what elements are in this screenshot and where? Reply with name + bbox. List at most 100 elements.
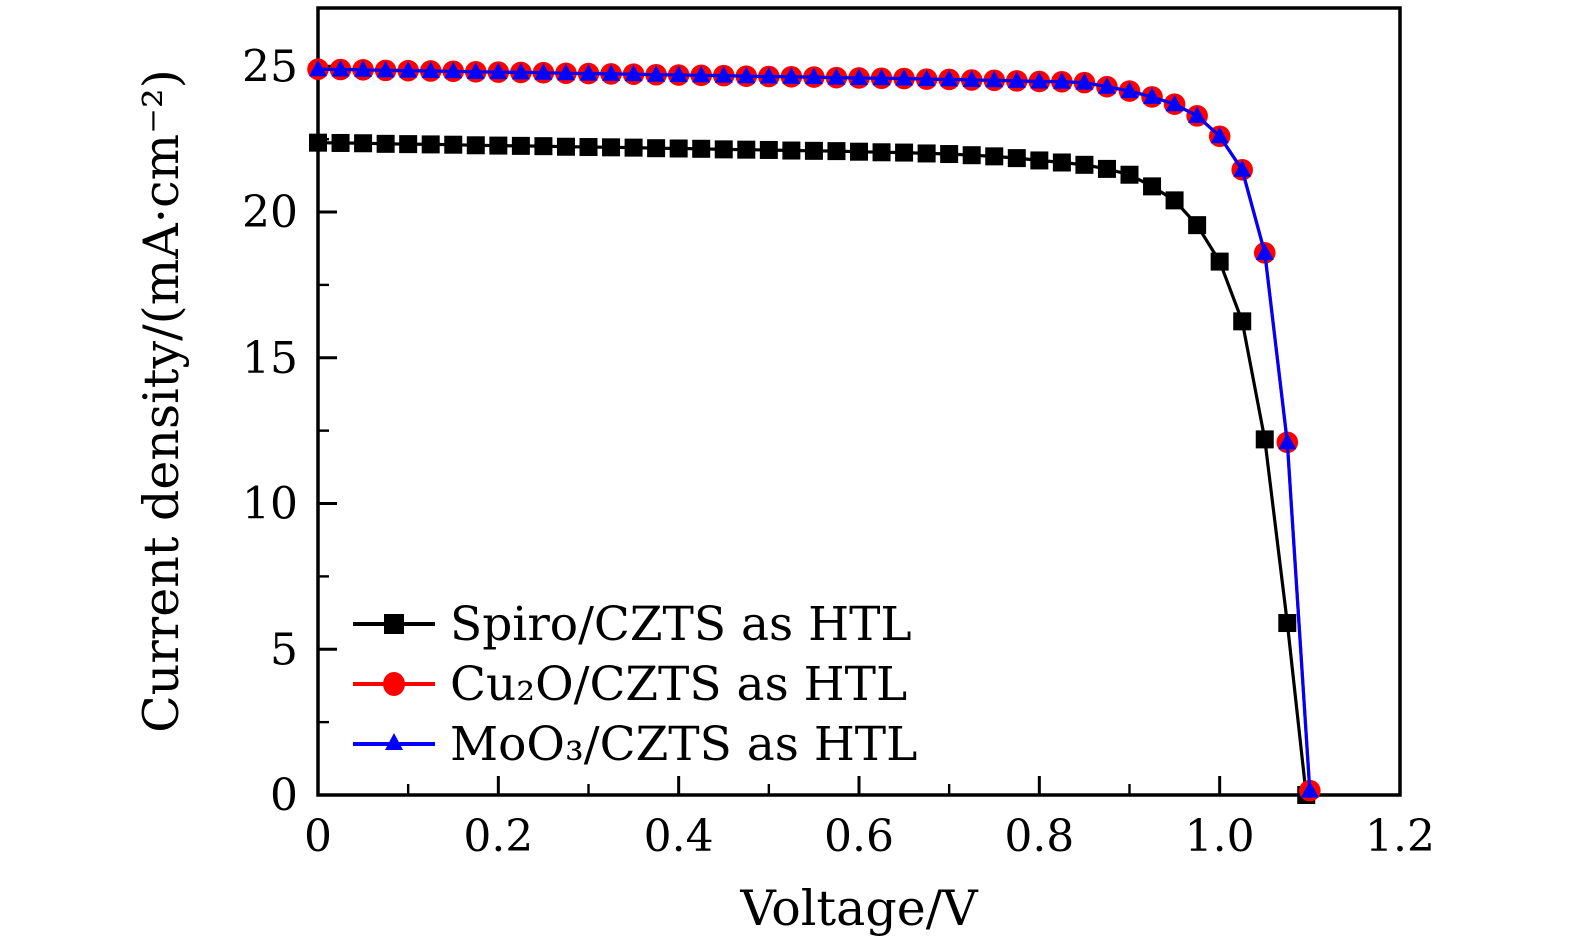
triangle-marker-icon xyxy=(556,63,575,81)
square-marker-icon xyxy=(827,142,846,161)
triangle-marker-icon xyxy=(1120,81,1139,99)
x-tick-label: 0.4 xyxy=(644,811,714,862)
square-marker-icon xyxy=(985,147,1004,166)
triangle-marker-icon xyxy=(534,63,553,80)
triangle-marker-icon xyxy=(827,68,846,85)
triangle-marker-icon xyxy=(1097,77,1116,94)
triangle-marker-icon xyxy=(872,68,891,86)
square-marker-icon xyxy=(940,145,959,164)
legend-square-marker-icon xyxy=(384,614,404,634)
triangle-marker-icon xyxy=(399,61,418,78)
series-layer xyxy=(307,58,1321,804)
x-tick-label: 1.2 xyxy=(1365,811,1435,862)
triangle-marker-icon xyxy=(309,59,327,77)
legend-label-moo3: MoO₃/CZTS as HTL xyxy=(450,716,918,772)
x-axis-title: Voltage/V xyxy=(739,880,979,937)
y-tick-label: 15 xyxy=(242,333,298,384)
legend-label-cu2o: Cu₂O/CZTS as HTL xyxy=(450,656,908,712)
square-marker-icon xyxy=(556,137,575,156)
square-marker-icon xyxy=(647,139,666,158)
triangle-marker-icon xyxy=(466,62,485,79)
x-tick-label: 0 xyxy=(304,811,332,862)
triangle-marker-icon xyxy=(737,66,756,84)
square-marker-icon xyxy=(737,140,756,159)
square-marker-icon xyxy=(1255,430,1274,449)
square-marker-icon xyxy=(1278,614,1297,633)
legend-item-spiro: Spiro/CZTS as HTL xyxy=(350,594,917,654)
triangle-marker-icon xyxy=(354,60,373,77)
triangle-marker-icon xyxy=(850,68,868,85)
square-marker-icon xyxy=(714,140,733,159)
legend: Spiro/CZTS as HTL Cu₂O/CZTS as HTL MoO₃/… xyxy=(350,594,917,774)
square-marker-icon xyxy=(489,136,508,155)
square-marker-icon xyxy=(421,135,440,154)
triangle-marker-icon xyxy=(1075,73,1094,90)
triangle-marker-icon xyxy=(1278,432,1297,450)
triangle-marker-icon xyxy=(1007,71,1026,88)
axes-layer xyxy=(316,6,1402,797)
y-tick-label: 20 xyxy=(242,187,298,238)
x-tick-label: 0.2 xyxy=(463,811,533,862)
square-marker-icon xyxy=(1052,153,1071,172)
y-tick-label: 10 xyxy=(242,479,298,530)
square-marker-icon xyxy=(804,141,823,160)
triangle-marker-icon xyxy=(895,69,914,86)
square-marker-icon xyxy=(1143,177,1162,196)
square-marker-icon xyxy=(1165,191,1184,210)
triangle-marker-icon xyxy=(1143,87,1162,104)
triangle-marker-icon xyxy=(940,69,959,87)
square-marker-icon xyxy=(917,144,936,163)
triangle-marker-icon xyxy=(511,62,530,80)
square-marker-icon xyxy=(534,137,553,156)
square-marker-icon xyxy=(579,138,598,157)
triangle-marker-icon xyxy=(714,66,733,83)
triangle-marker-icon xyxy=(624,64,643,82)
triangle-marker-icon xyxy=(782,67,801,84)
square-marker-icon xyxy=(1075,155,1094,174)
square-marker-icon xyxy=(1210,252,1229,271)
square-marker-icon xyxy=(782,141,801,160)
y-tick-label: 5 xyxy=(270,624,298,675)
square-marker-icon xyxy=(1007,149,1026,168)
square-marker-icon xyxy=(692,139,711,158)
legend-swatch-moo3 xyxy=(353,733,435,750)
triangle-marker-icon xyxy=(1210,126,1229,144)
square-marker-icon xyxy=(1188,216,1207,235)
square-marker-icon xyxy=(1120,165,1139,184)
x-tick-label: 0.8 xyxy=(1004,811,1074,862)
square-marker-icon xyxy=(331,133,350,152)
triangle-marker-icon xyxy=(602,64,621,81)
square-marker-icon xyxy=(895,143,914,162)
square-marker-icon xyxy=(376,134,395,153)
square-marker-icon xyxy=(511,136,530,155)
x-tick-label: 0.6 xyxy=(824,811,894,862)
square-marker-icon xyxy=(1030,151,1049,170)
triangle-marker-icon xyxy=(1188,106,1207,123)
x-tick-label: 1.0 xyxy=(1185,811,1255,862)
y-tick-label: 0 xyxy=(270,770,298,821)
square-marker-icon xyxy=(444,135,463,154)
triangle-marker-icon xyxy=(1233,160,1252,177)
square-marker-icon xyxy=(1233,312,1252,331)
legend-swatch-spiro xyxy=(353,614,435,634)
triangle-marker-icon xyxy=(962,70,981,87)
triangle-marker-icon xyxy=(421,61,440,78)
triangle-marker-icon xyxy=(647,65,666,82)
square-marker-icon xyxy=(309,133,327,152)
square-marker-icon xyxy=(466,136,485,155)
triangle-marker-icon xyxy=(1052,72,1071,89)
triangle-marker-icon xyxy=(489,62,508,80)
triangle-marker-icon xyxy=(444,61,463,79)
triangle-marker-icon xyxy=(376,60,395,78)
triangle-marker-icon xyxy=(692,65,711,83)
square-marker-icon xyxy=(872,143,891,162)
triangle-marker-icon xyxy=(759,66,778,84)
y-axis-title: Current density/(mA·cm⁻²) xyxy=(133,69,190,732)
triangle-marker-icon xyxy=(804,67,823,85)
square-marker-icon xyxy=(669,139,688,158)
legend-item-moo3: MoO₃/CZTS as HTL xyxy=(350,714,917,774)
triangle-marker-icon xyxy=(331,60,350,77)
square-marker-icon xyxy=(1097,159,1116,178)
square-marker-icon xyxy=(624,138,643,157)
legend-label-spiro: Spiro/CZTS as HTL xyxy=(450,596,912,652)
